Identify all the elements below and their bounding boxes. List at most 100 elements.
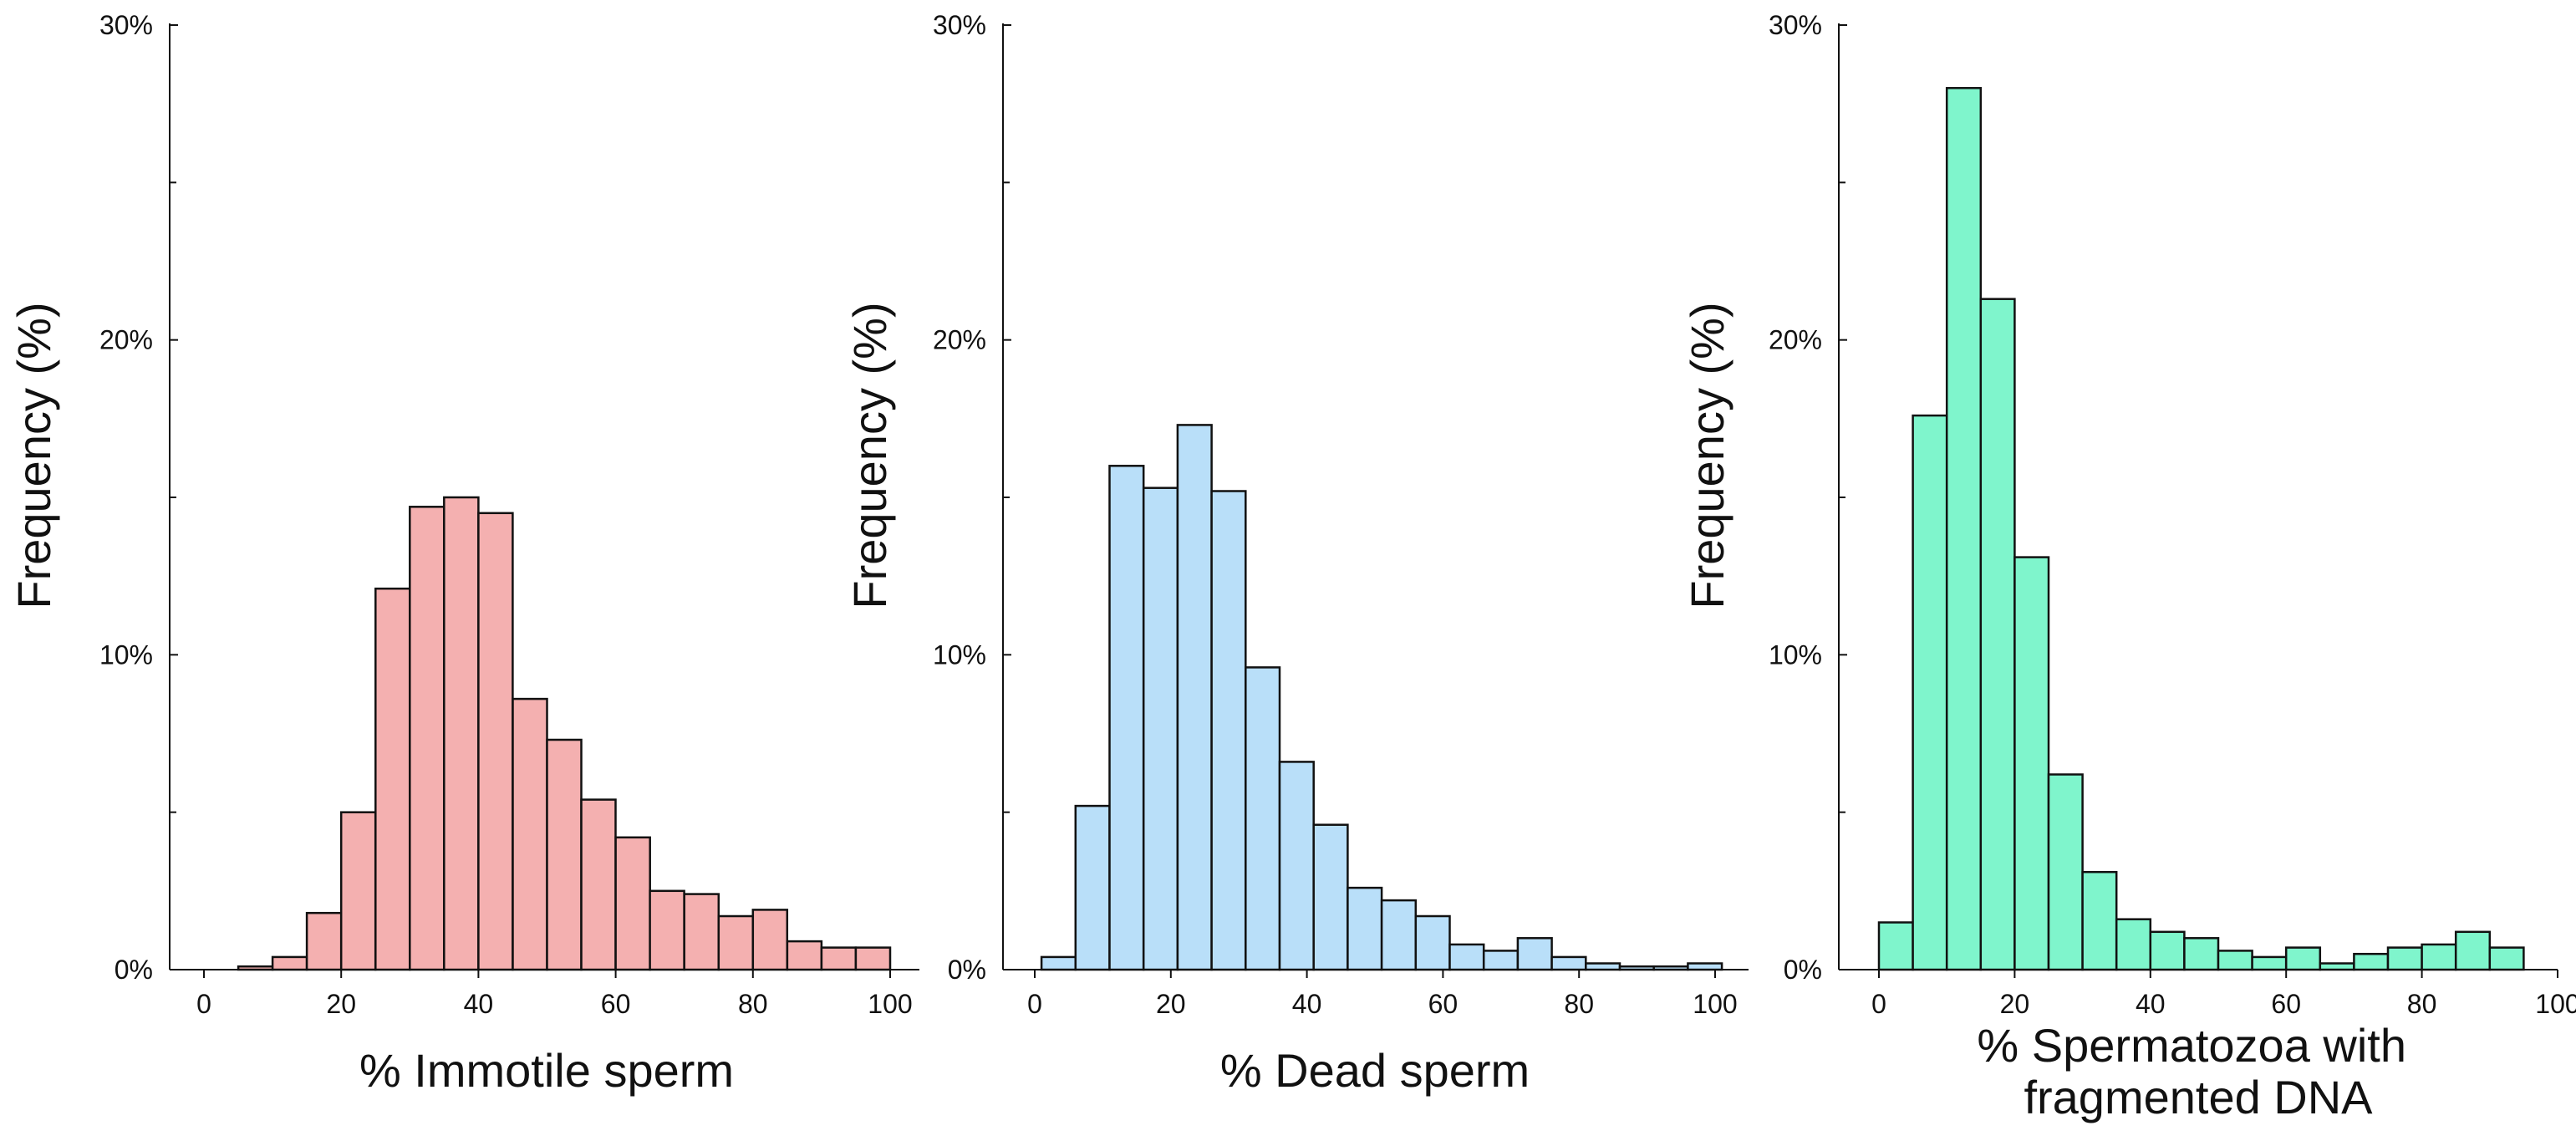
y-tick-label: 20% [1769,325,1822,355]
histogram-bar [1912,414,1948,971]
x-tick-label: 40 [2136,989,2166,1019]
histogram-bar [1979,298,2016,971]
x-tick-label: 20 [1156,989,1186,1019]
histogram-bar [409,506,445,971]
histogram-bar [2319,962,2355,971]
histogram-bar [477,512,514,971]
histogram-bar [2488,946,2525,971]
bars-dead [1040,424,1723,971]
histogram-bar [305,911,343,971]
histogram-bar [2149,930,2186,971]
x-tick-label: 40 [1292,989,1322,1019]
y-tick-label: 30% [1769,10,1822,40]
x-tick-label: 80 [738,989,768,1019]
histogram-bar [1448,943,1485,971]
bars-immotile [237,496,892,971]
histogram-bar [1176,424,1213,971]
x-ticks: 0 20 40 60 80 100 [1871,970,2576,1019]
histogram-bar [1945,87,1983,971]
x-tick-label: 60 [601,989,631,1019]
histogram-bar [2353,952,2390,971]
x-tick-label: 60 [1428,989,1459,1019]
histogram-bar [683,893,720,971]
histogram-bar [1312,823,1349,971]
histogram-bar [1142,486,1179,971]
y-ticks: 0% 10% 20% 30% [1769,10,1847,985]
histogram-bar [2047,773,2084,971]
histogram-bar [2454,930,2492,971]
x-axis-title-line: % Spermatozoa with [1977,1019,2406,1072]
histogram-bar [1877,921,1914,971]
histogram-bar [649,889,685,971]
bars-fragmented [1877,87,2525,971]
histogram-bar [374,587,411,971]
x-tick-label: 40 [464,989,494,1019]
x-tick-label: 60 [2271,989,2301,1019]
histogram-bar [1516,937,1553,971]
histogram-bar [1278,761,1315,971]
y-tick-label: 30% [99,10,153,40]
histogram-bar [786,940,823,971]
x-tick-label: 20 [2000,989,2030,1019]
x-axis-title: % Dead sperm [1220,1044,1530,1097]
x-ticks: 0 20 40 60 80 100 [196,970,913,1019]
histogram-bar [751,909,789,971]
histogram-bar [580,798,617,971]
histogram-bar [854,946,892,971]
histogram-bar [2217,950,2253,971]
histogram-bar [1245,666,1281,971]
y-axis-title: Frequency (%) [8,302,60,609]
histogram-bar [1687,962,1723,971]
histogram-bar [1585,962,1621,971]
y-ticks: 0% 10% 20% 30% [99,10,178,985]
histogram-bar [820,946,858,971]
y-tick-label: 30% [933,10,986,40]
histogram-bar [2421,943,2457,971]
panel-dead-sperm: 0% 10% 20% 30% 0 20 40 60 80 100 Frequency (%) %… [843,10,1749,1097]
x-tick-label: 0 [1871,989,1886,1019]
panel-fragmented-dna: 0% 10% 20% 30% 0 20 40 60 80 100 Frequency (%) %… [1681,10,2576,1123]
histogram-bar [717,914,755,971]
x-axis-title-line: % Dead sperm [1220,1044,1530,1097]
x-axis-title-line: fragmented DNA [2024,1071,2373,1123]
histogram-bar [512,697,548,971]
y-tick-label: 10% [933,639,986,670]
x-axis-title: % Immotile sperm [359,1044,734,1097]
y-axis-title: Frequency (%) [843,302,896,609]
histogram-bar [2251,955,2288,971]
histogram-bar [2386,946,2423,971]
y-tick-label: 20% [99,325,153,355]
x-tick-label: 20 [326,989,356,1019]
x-tick-label: 0 [196,989,211,1019]
y-tick-label: 10% [99,639,153,670]
histogram-bar [1482,950,1520,971]
histogram-bar [339,811,377,971]
y-axis-title: Frequency (%) [1681,302,1733,609]
histogram-bar [1550,955,1587,971]
histogram-bar [271,955,308,971]
x-tick-label: 100 [868,989,912,1019]
x-tick-label: 100 [1693,989,1737,1019]
y-ticks: 0% 10% 20% 30% [933,10,1011,985]
x-tick-label: 80 [2407,989,2437,1019]
x-axis-title: % Spermatozoa with fragmented DNA [1977,1019,2419,1123]
histogram-bar [2115,918,2152,971]
y-tick-label: 0% [115,955,153,985]
histogram-bar [1380,899,1418,971]
histogram-bar [1414,914,1451,971]
panel-immotile-sperm: 0% 10% 20% 30% 0 20 40 60 80 100 Frequency (%) %… [8,10,919,1097]
histogram-bar [2013,556,2050,971]
histogram-bar [1108,465,1145,971]
histogram-bar [1074,804,1111,971]
histogram-bar [546,738,583,971]
histogram-bar [1347,886,1383,971]
x-ticks: 0 20 40 60 80 100 [1027,970,1738,1019]
y-tick-label: 0% [1784,955,1822,985]
histogram-bar [2081,870,2118,971]
y-tick-label: 0% [948,955,986,985]
histogram-bar [1040,955,1077,971]
x-tick-label: 80 [1564,989,1594,1019]
y-tick-label: 20% [933,325,986,355]
histogram-bar [1210,490,1247,971]
